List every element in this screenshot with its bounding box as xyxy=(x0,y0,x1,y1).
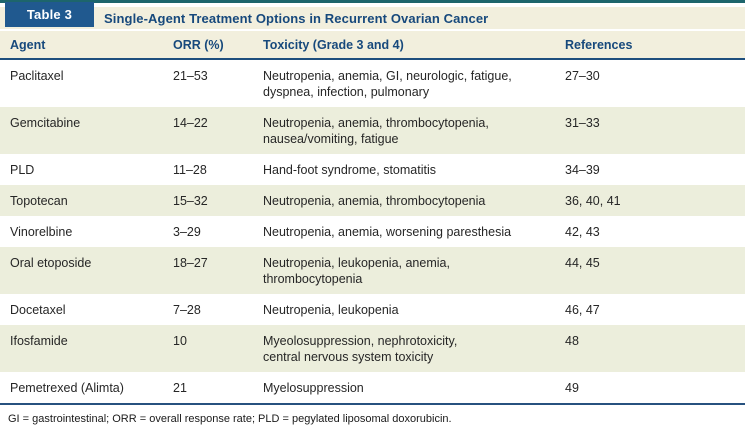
toxicity-cell: Hand-foot syndrome, stomatitis xyxy=(263,163,436,177)
table-number-label: Table 3 xyxy=(26,7,73,22)
references-cell: 36, 40, 41 xyxy=(565,194,621,208)
top-accent-bar xyxy=(0,0,745,3)
orr-cell: 15–32 xyxy=(173,194,208,208)
agent-cell: Paclitaxel xyxy=(10,69,64,83)
table-row: Topotecan 15–32 Neutropenia, anemia, thr… xyxy=(0,185,745,216)
agent-cell: Ifosfamide xyxy=(10,334,68,348)
table-number-badge: Table 3 xyxy=(5,2,94,27)
column-header-toxicity: Toxicity (Grade 3 and 4) xyxy=(263,37,404,52)
toxicity-cell: Neutropenia, leukopenia, anemia, thrombo… xyxy=(263,256,450,286)
agent-cell: Docetaxel xyxy=(10,303,66,317)
references-cell: 42, 43 xyxy=(565,225,600,239)
table-footnote: GI = gastrointestinal; ORR = overall res… xyxy=(8,413,452,425)
references-cell: 44, 45 xyxy=(565,256,600,270)
table-row: Gemcitabine 14–22 Neutropenia, anemia, t… xyxy=(0,107,745,154)
toxicity-cell: Neutropenia, anemia, thrombocytopenia, n… xyxy=(263,116,489,146)
column-header-references: References xyxy=(565,37,633,52)
references-cell: 31–33 xyxy=(565,116,600,130)
orr-cell: 21 xyxy=(173,381,187,395)
table-row: Vinorelbine 3–29 Neutropenia, anemia, wo… xyxy=(0,216,745,247)
orr-cell: 14–22 xyxy=(173,116,208,130)
orr-cell: 10 xyxy=(173,334,187,348)
table-row: PLD 11–28 Hand-foot syndrome, stomatitis… xyxy=(0,154,745,185)
table-row: Oral etoposide 18–27 Neutropenia, leukop… xyxy=(0,247,745,294)
table-body: Paclitaxel 21–53 Neutropenia, anemia, GI… xyxy=(0,60,745,403)
toxicity-cell: Neutropenia, leukopenia xyxy=(263,303,399,317)
toxicity-cell: Neutropenia, anemia, GI, neurologic, fat… xyxy=(263,69,512,99)
orr-cell: 11–28 xyxy=(173,163,207,177)
table-title-band: Single-Agent Treatment Options in Recurr… xyxy=(0,7,745,29)
references-cell: 48 xyxy=(565,334,579,348)
toxicity-cell: Neutropenia, anemia, thrombocytopenia xyxy=(263,194,486,208)
orr-cell: 3–29 xyxy=(173,225,201,239)
column-header-row: Agent ORR (%) Toxicity (Grade 3 and 4) R… xyxy=(0,31,745,60)
table-row: Pemetrexed (Alimta) 21 Myelosuppression … xyxy=(0,372,745,403)
references-cell: 27–30 xyxy=(565,69,600,83)
agent-cell: Oral etoposide xyxy=(10,256,92,270)
references-cell: 46, 47 xyxy=(565,303,600,317)
agent-cell: Gemcitabine xyxy=(10,116,81,130)
agent-cell: Topotecan xyxy=(10,194,68,208)
table-row: Docetaxel 7–28 Neutropenia, leukopenia 4… xyxy=(0,294,745,325)
table-row: Paclitaxel 21–53 Neutropenia, anemia, GI… xyxy=(0,60,745,107)
references-cell: 34–39 xyxy=(565,163,600,177)
agent-cell: Vinorelbine xyxy=(10,225,73,239)
orr-cell: 18–27 xyxy=(173,256,208,270)
table-title: Single-Agent Treatment Options in Recurr… xyxy=(104,10,489,26)
orr-cell: 7–28 xyxy=(173,303,201,317)
agent-cell: Pemetrexed (Alimta) xyxy=(10,381,124,395)
footnote-rule xyxy=(0,403,745,405)
column-header-orr: ORR (%) xyxy=(173,37,224,52)
agent-cell: PLD xyxy=(10,163,35,177)
column-header-agent: Agent xyxy=(10,37,46,52)
toxicity-cell: Neutropenia, anemia, worsening paresthes… xyxy=(263,225,512,239)
references-cell: 49 xyxy=(565,381,579,395)
table-row: Ifosfamide 10 Myeolosuppression, nephrot… xyxy=(0,325,745,372)
toxicity-cell: Myeolosuppression, nephrotoxicity, centr… xyxy=(263,334,458,364)
orr-cell: 21–53 xyxy=(173,69,208,83)
toxicity-cell: Myelosuppression xyxy=(263,381,364,395)
